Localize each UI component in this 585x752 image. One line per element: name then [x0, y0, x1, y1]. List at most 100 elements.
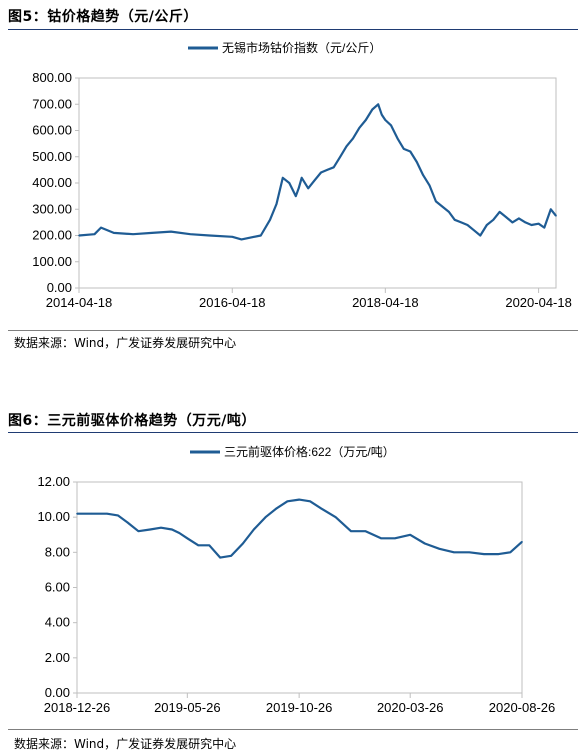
y-tick-label: 500.00	[32, 149, 72, 164]
data-point	[384, 119, 387, 121]
data-point	[286, 500, 289, 503]
figure-6-title-rule	[8, 432, 578, 433]
data-point	[377, 103, 380, 106]
y-tick-label: 4.00	[45, 615, 70, 630]
data-point	[473, 229, 475, 232]
figure-5-title: 图5：钴价格趋势（元/公斤）	[8, 9, 198, 25]
data-point	[113, 232, 115, 234]
data-point	[453, 219, 456, 221]
data-point	[409, 150, 412, 153]
data-point	[178, 532, 181, 534]
figure-5-title-rule	[8, 29, 578, 30]
data-point	[511, 221, 514, 224]
data-point	[371, 108, 374, 111]
figure-6-source-rule	[8, 729, 578, 730]
data-point	[555, 215, 557, 217]
data-point	[396, 137, 399, 140]
data-point	[380, 537, 382, 540]
data-point	[518, 217, 520, 220]
data-point	[537, 222, 540, 225]
x-tick-label: 2014-04-18	[46, 295, 113, 310]
data-point	[288, 182, 291, 184]
series-line	[77, 498, 523, 559]
data-point	[486, 224, 488, 226]
plot-area	[76, 481, 523, 694]
data-point	[438, 548, 441, 550]
legend-label: 三元前驱体价格:622（万元/吨）	[224, 444, 395, 459]
precursor-price-chart: 0.00 2.00 4.00 6.00 8.00 10.00 12.00 2018-12-26…	[37, 444, 556, 715]
data-point	[117, 514, 119, 517]
data-point	[424, 542, 426, 545]
data-point	[231, 236, 234, 238]
data-point	[498, 211, 501, 213]
y-tick-label: 700.00	[32, 96, 72, 111]
data-point	[403, 148, 405, 150]
x-tick-label: 2020-03-26	[377, 700, 444, 715]
data-point	[492, 219, 495, 221]
data-point	[269, 219, 271, 221]
data-point	[334, 516, 337, 518]
data-point	[126, 521, 129, 524]
data-point	[295, 195, 297, 197]
data-point	[422, 174, 424, 176]
data-point	[78, 234, 80, 237]
data-point	[524, 221, 527, 224]
x-tick-label: 2018-12-26	[44, 700, 111, 715]
x-tick-label: 2019-05-26	[154, 700, 221, 715]
data-point	[189, 233, 192, 235]
data-point	[137, 530, 140, 532]
data-point	[543, 226, 546, 229]
x-tick-label: 2020-08-26	[489, 700, 556, 715]
data-point	[186, 537, 189, 540]
data-point	[197, 544, 200, 547]
data-point	[416, 161, 418, 163]
data-point	[320, 171, 322, 174]
data-point	[132, 233, 134, 235]
data-point	[275, 203, 278, 205]
data-point	[264, 516, 267, 518]
data-point	[160, 526, 162, 529]
data-point	[365, 119, 367, 121]
x-tick-label: 2020-04-18	[505, 295, 572, 310]
data-point	[509, 551, 512, 554]
data-point	[497, 553, 500, 555]
legend-label: 无锡市场钴价指数（元/公斤）	[222, 40, 381, 55]
data-point	[350, 530, 352, 532]
cobalt-price-chart: 0.00 100.00 200.00 300.00 400.00 500.00 600.00…	[32, 40, 572, 310]
y-tick-label: 100.00	[32, 254, 72, 269]
data-point	[521, 541, 523, 543]
data-point	[466, 224, 469, 226]
data-point	[364, 530, 367, 532]
data-point	[230, 555, 232, 557]
data-point	[76, 512, 78, 515]
data-point	[282, 177, 284, 179]
legend: 三元前驱体价格:622（万元/吨）	[190, 444, 395, 459]
data-point	[208, 234, 211, 237]
data-point	[505, 216, 507, 218]
data-point	[320, 507, 322, 510]
data-point	[90, 512, 93, 515]
data-point	[453, 551, 455, 554]
data-point	[170, 230, 172, 233]
data-point	[345, 145, 348, 148]
y-tick-label: 800.00	[32, 70, 72, 85]
data-point	[100, 226, 102, 229]
data-point	[339, 156, 342, 158]
x-tick-label: 2019-10-26	[266, 700, 333, 715]
y-tick-label: 8.00	[45, 544, 70, 559]
data-point	[394, 537, 396, 540]
data-point	[242, 542, 244, 545]
data-point	[428, 184, 431, 187]
data-point	[409, 534, 412, 536]
data-point	[479, 234, 482, 237]
y-tick-label: 2.00	[45, 650, 70, 665]
data-point	[530, 224, 533, 226]
data-point	[149, 528, 151, 531]
data-point	[208, 544, 211, 547]
data-point	[550, 208, 552, 211]
y-tick-label: 6.00	[45, 580, 70, 595]
data-point	[275, 507, 278, 510]
y-tick-label: 10.00	[37, 509, 70, 524]
figure-5-source-rule	[8, 330, 578, 331]
data-point	[352, 137, 354, 140]
